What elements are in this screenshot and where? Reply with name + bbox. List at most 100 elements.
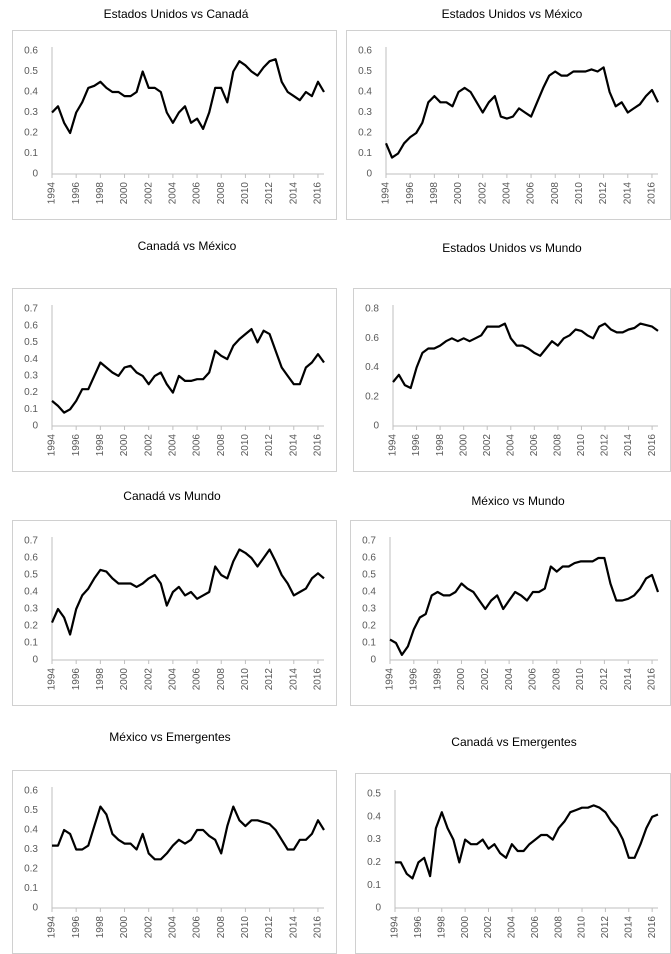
x-tick-label: 2008	[216, 434, 227, 457]
y-tick-label: 0.6	[24, 786, 38, 797]
x-tick-label: 2006	[192, 668, 203, 691]
y-tick-label: 0.4	[362, 587, 376, 598]
y-tick-label: 0.6	[24, 46, 38, 57]
y-tick-label: 0	[366, 169, 372, 180]
x-tick-label: 2014	[622, 182, 633, 205]
x-tick-label: 1994	[381, 182, 392, 205]
x-tick-label: 2016	[313, 434, 324, 457]
y-tick-label: 0.3	[24, 604, 38, 615]
y-tick-label: 0.2	[24, 621, 38, 632]
x-tick-label: 1998	[95, 434, 106, 457]
chart-title: México vs Mundo	[471, 494, 565, 508]
x-tick-label: 2000	[456, 668, 467, 691]
x-tick-label: 2010	[574, 182, 585, 205]
y-tick-label: 0	[375, 903, 381, 914]
y-tick-label: 0.2	[365, 391, 379, 402]
x-tick-label: 2010	[575, 668, 586, 691]
x-tick-label: 2010	[240, 916, 251, 939]
y-tick-label: 0	[32, 421, 38, 432]
y-tick-label: 0.1	[24, 638, 38, 649]
x-tick-label: 1994	[47, 182, 58, 205]
x-tick-label: 2012	[264, 668, 275, 691]
y-tick-label: 0.3	[24, 844, 38, 855]
chart-title: Canadá vs Mundo	[123, 489, 221, 503]
x-tick-label: 2004	[168, 916, 179, 939]
chart-title: Estados Unidos vs Canadá	[104, 7, 249, 21]
x-tick-label: 2004	[168, 182, 179, 205]
x-tick-label: 2016	[647, 434, 658, 457]
y-tick-label: 0.2	[367, 857, 381, 868]
y-tick-label: 0.8	[365, 304, 379, 315]
x-tick-label: 2006	[528, 668, 539, 691]
data-line	[52, 805, 325, 861]
x-tick-label: 2002	[143, 668, 154, 691]
x-tick-label: 2010	[577, 916, 588, 939]
y-tick-label: 0.2	[358, 128, 372, 139]
x-tick-label: 2002	[483, 916, 494, 939]
y-tick-label: 0.4	[24, 587, 38, 598]
y-tick-label: 0.7	[362, 536, 376, 547]
x-tick-label: 1998	[432, 668, 443, 691]
data-line	[51, 328, 325, 414]
y-tick-label: 0.4	[24, 354, 38, 365]
y-tick-label: 0.4	[358, 87, 372, 98]
x-tick-label: 2012	[600, 916, 611, 939]
x-tick-label: 1996	[71, 668, 82, 691]
x-tick-label: 2006	[529, 434, 540, 457]
x-tick-label: 2004	[507, 916, 518, 939]
y-tick-label: 0.2	[24, 128, 38, 139]
x-tick-label: 2014	[288, 434, 299, 457]
x-tick-label: 2016	[647, 916, 658, 939]
y-tick-label: 0.2	[24, 864, 38, 875]
y-tick-label: 0.1	[367, 880, 381, 891]
x-tick-label: 2008	[216, 182, 227, 205]
x-tick-label: 2014	[623, 434, 634, 457]
x-tick-label: 2006	[192, 434, 203, 457]
y-tick-label: 0.1	[358, 148, 372, 159]
x-tick-label: 2002	[482, 434, 493, 457]
x-tick-label: 2004	[168, 434, 179, 457]
x-tick-label: 2000	[453, 182, 464, 205]
x-tick-label: 1994	[47, 668, 58, 691]
x-tick-label: 2006	[526, 182, 537, 205]
x-tick-label: 2014	[623, 668, 634, 691]
x-tick-label: 1996	[71, 916, 82, 939]
y-tick-label: 0.6	[24, 553, 38, 564]
x-tick-label: 2000	[119, 916, 130, 939]
y-tick-label: 0.5	[24, 337, 38, 348]
x-tick-label: 2004	[168, 668, 179, 691]
x-tick-label: 2006	[192, 182, 203, 205]
y-tick-label: 0.4	[24, 87, 38, 98]
x-tick-label: 1998	[435, 434, 446, 457]
y-tick-label: 0.1	[24, 404, 38, 415]
y-tick-label: 0.3	[24, 370, 38, 381]
chart-title: Estados Unidos vs México	[442, 7, 583, 21]
x-tick-label: 2014	[623, 916, 634, 939]
y-tick-label: 0.6	[24, 320, 38, 331]
x-tick-label: 2016	[647, 182, 658, 205]
chart-title: Canadá vs México	[138, 239, 237, 253]
y-tick-label: 0.4	[24, 825, 38, 836]
y-tick-label: 0.3	[358, 107, 372, 118]
data-line	[395, 804, 659, 880]
x-tick-label: 2004	[504, 668, 515, 691]
x-tick-label: 2014	[288, 182, 299, 205]
x-tick-label: 2012	[599, 668, 610, 691]
x-tick-label: 2014	[288, 916, 299, 939]
chart-frame	[12, 520, 337, 706]
x-tick-label: 2016	[313, 668, 324, 691]
y-tick-label: 0.3	[24, 107, 38, 118]
y-tick-label: 0.5	[362, 570, 376, 581]
x-tick-label: 1998	[95, 182, 106, 205]
x-tick-label: 2008	[216, 668, 227, 691]
y-tick-label: 0.5	[367, 789, 381, 800]
x-tick-label: 2002	[143, 434, 154, 457]
y-tick-label: 0.5	[24, 570, 38, 581]
x-tick-label: 1996	[408, 668, 419, 691]
y-tick-label: 0.6	[365, 333, 379, 344]
x-tick-label: 2008	[553, 916, 564, 939]
y-tick-label: 0.4	[365, 362, 379, 373]
data-line	[392, 322, 659, 390]
x-tick-label: 1996	[71, 434, 82, 457]
x-tick-label: 1994	[390, 916, 401, 939]
